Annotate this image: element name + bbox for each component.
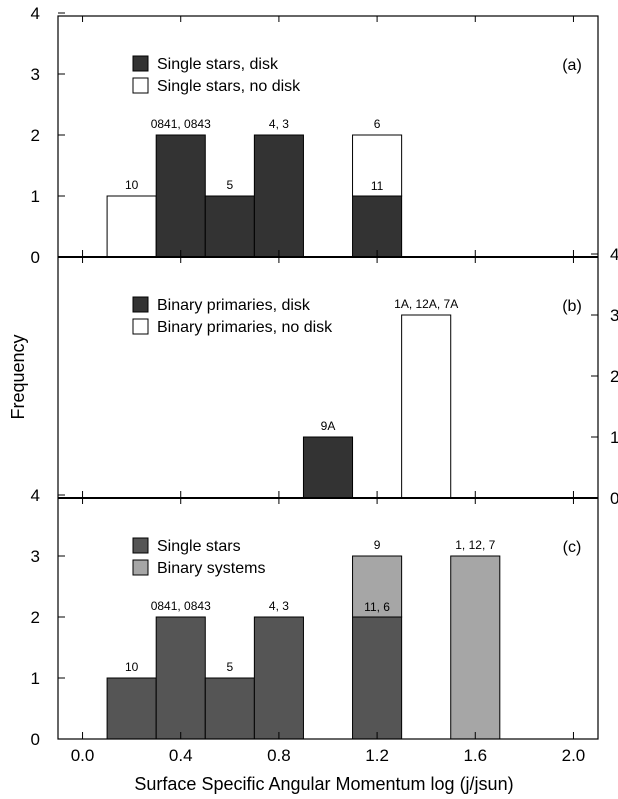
legend-label: Single stars, no disk xyxy=(157,78,301,95)
bar-label: 10 xyxy=(125,660,139,674)
legend-swatch xyxy=(132,296,149,313)
bar-label: 1, 12, 7 xyxy=(455,538,495,552)
bar-label: 6 xyxy=(374,117,381,131)
y-tick-label: 4 xyxy=(31,486,40,505)
bar-label: 4, 3 xyxy=(269,599,289,613)
bar-label: 5 xyxy=(226,660,233,674)
bar-segment xyxy=(253,616,304,740)
panel-label: (b) xyxy=(562,298,582,315)
legend-label: Single stars xyxy=(157,538,241,555)
bar-segment xyxy=(155,616,206,740)
bar-label: 0841, 0843 xyxy=(151,117,211,131)
bar-segment xyxy=(204,677,255,740)
x-tick-label: 0.4 xyxy=(169,746,193,765)
bar-segment xyxy=(253,134,304,258)
bar-label: 1A, 12A, 7A xyxy=(394,297,458,311)
y-tick-label: 2 xyxy=(31,126,40,145)
panel-label: (c) xyxy=(563,539,582,556)
x-tick-label: 1.6 xyxy=(463,746,487,765)
x-tick-label: 1.2 xyxy=(365,746,389,765)
bar-label: 4, 3 xyxy=(269,117,289,131)
bar-segment xyxy=(352,195,403,258)
y-tick-label: 0 xyxy=(31,248,40,267)
y-tick-label: 1 xyxy=(31,669,40,688)
bar-segment xyxy=(401,314,452,499)
x-tick-label: 2.0 xyxy=(562,746,586,765)
y-tick-label: 1 xyxy=(31,187,40,206)
x-tick-label: 0.0 xyxy=(71,746,95,765)
y-tick-label: 3 xyxy=(31,547,40,566)
y-tick-label: 0 xyxy=(31,730,40,749)
bar-segment xyxy=(352,555,403,618)
bar-segment xyxy=(352,134,403,197)
x-tick-label: 0.8 xyxy=(267,746,291,765)
bar-inner-label: 11, 6 xyxy=(364,600,390,614)
legend-swatch xyxy=(132,77,149,94)
bar-label: 9A xyxy=(321,419,336,433)
y-tick-label: 2 xyxy=(31,608,40,627)
legend-swatch xyxy=(132,559,149,576)
y-tick-label: 2 xyxy=(610,367,618,386)
bar-label: 9 xyxy=(374,538,381,552)
bar-segment xyxy=(106,195,157,258)
y-tick-label: 4 xyxy=(31,4,40,23)
legend-label: Binary primaries, disk xyxy=(157,297,311,314)
y-tick-label: 3 xyxy=(610,306,618,325)
bar-inner-label: 11 xyxy=(371,179,384,193)
plot-frame xyxy=(57,15,599,740)
bar-segment xyxy=(106,677,157,740)
bar-segment xyxy=(302,436,354,499)
legend-label: Binary systems xyxy=(157,560,265,577)
y-tick-label: 1 xyxy=(610,428,618,447)
bar-label: 10 xyxy=(125,178,139,192)
y-tick-label: 3 xyxy=(31,65,40,84)
bar-segment xyxy=(450,555,501,740)
legend-swatch xyxy=(132,537,149,554)
legend-swatch xyxy=(132,55,149,72)
y-tick-label: 4 xyxy=(610,245,618,264)
bar-segment xyxy=(155,134,206,258)
bar-label: 5 xyxy=(226,178,233,192)
bar-segment xyxy=(204,195,255,258)
x-axis-label: Surface Specific Angular Momentum log (j… xyxy=(134,774,513,794)
bar-segment xyxy=(352,616,403,740)
legend-label: Binary primaries, no disk xyxy=(157,319,333,336)
y-tick-label: 0 xyxy=(610,489,618,508)
y-axis-label: Frequency xyxy=(8,334,28,419)
legend-swatch xyxy=(132,318,149,335)
legend-label: Single stars, disk xyxy=(157,56,279,73)
panel-label: (a) xyxy=(562,57,582,74)
bar-label: 0841, 0843 xyxy=(151,599,211,613)
